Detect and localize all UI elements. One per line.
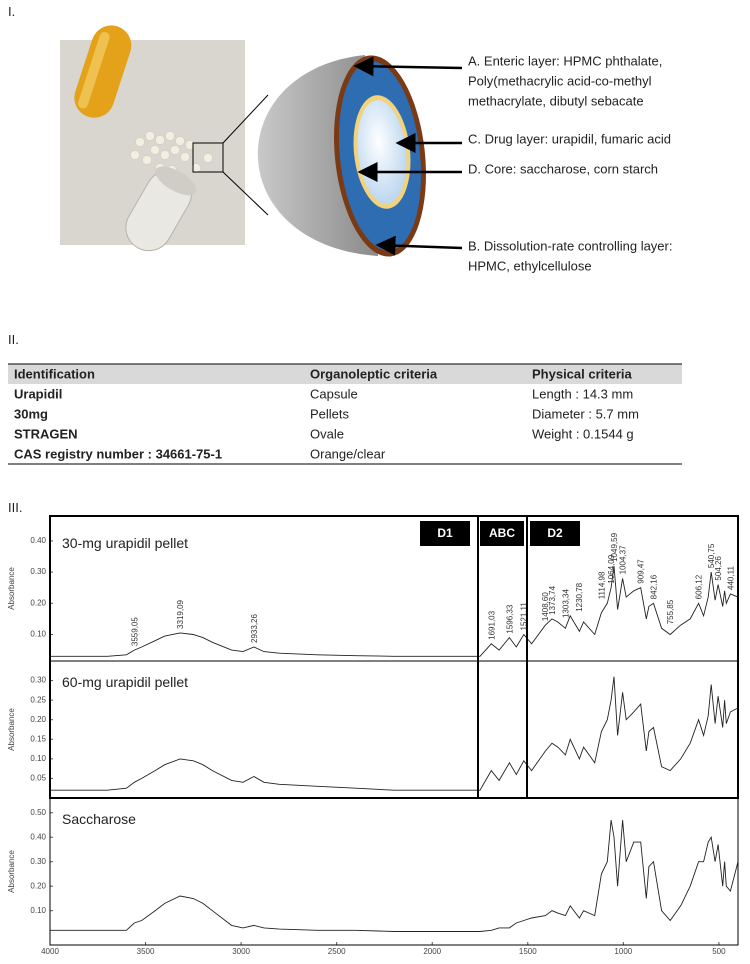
table-cell: CAS registry number : 34661-75-1 — [14, 446, 222, 461]
peak-label: 1596,33 — [505, 604, 514, 633]
peak-label: 504,26 — [714, 556, 723, 581]
y-tick-label: 0.10 — [30, 630, 46, 639]
table-cell: STRAGEN — [14, 426, 78, 441]
table-cell: Diameter : 5.7 mm — [532, 406, 639, 421]
peak-label: 1230,78 — [575, 582, 584, 611]
peak-label: 606,12 — [695, 574, 704, 599]
annotation: Poly(methacrylic acid-co-methyl — [468, 73, 652, 88]
table-cell: Weight : 0.1544 g — [532, 426, 634, 441]
table-cell: 30mg — [14, 406, 48, 421]
x-tick-label: 2000 — [423, 947, 441, 956]
panel-label: II. — [8, 332, 19, 347]
region-label: D2 — [547, 526, 563, 540]
table-header: Physical criteria — [532, 366, 632, 381]
capsule-photo — [60, 25, 245, 252]
panel-label: I. — [8, 4, 15, 19]
y-axis-label: Absorbance — [7, 850, 16, 893]
region-label-bg — [530, 521, 580, 546]
y-tick-label: 0.20 — [30, 715, 46, 724]
peak-label: 1521,11 — [520, 602, 529, 631]
annotation: HPMC, ethylcellulose — [468, 258, 592, 273]
y-tick-label: 0.30 — [30, 567, 46, 576]
peak-label: 540,75 — [707, 543, 716, 568]
chart-title: 30-mg urapidil pellet — [62, 535, 188, 551]
y-tick-label: 0.05 — [30, 774, 46, 783]
table-cell: Capsule — [310, 386, 358, 401]
table-cell: Length : 14.3 mm — [532, 386, 633, 401]
pellet-diagram — [257, 55, 426, 257]
y-axis-label: Absorbance — [7, 567, 16, 610]
peak-label: 1004,37 — [618, 545, 627, 574]
annotations: A. Enteric layer: HPMC phthalate, Poly(me… — [468, 53, 672, 273]
y-tick-label: 0.30 — [30, 676, 46, 685]
table-header: Identification — [14, 366, 95, 381]
y-tick-label: 0.20 — [30, 598, 46, 607]
x-tick-label: 500 — [712, 947, 726, 956]
annotation: C. Drug layer: urapidil, fumaric acid — [468, 131, 671, 146]
y-tick-label: 0.15 — [30, 734, 46, 743]
peak-label: 1064,09 — [607, 554, 616, 583]
region-label-bg — [480, 521, 524, 546]
chart-title: 60-mg urapidil pellet — [62, 674, 188, 690]
annotation: B. Dissolution-rate controlling layer: — [468, 238, 672, 253]
peak-label: 1408,60 — [541, 592, 550, 621]
table-cell: Ovale — [310, 426, 344, 441]
region-label-bg — [420, 521, 470, 546]
y-tick-label: 0.40 — [30, 536, 46, 545]
peak-label: 1049,59 — [610, 532, 619, 561]
annotation: D. Core: saccharose, corn starch — [468, 161, 658, 176]
y-tick-label: 0.50 — [30, 808, 46, 817]
peak-label: 755,85 — [666, 599, 675, 624]
table: Identification Organoleptic criteria Physi… — [8, 363, 682, 465]
x-tick-label: 1500 — [519, 947, 537, 956]
peak-label: 440,11 — [726, 566, 735, 590]
x-tick-label: 4000 — [41, 947, 59, 956]
region-labels: D1 ABC D2 — [420, 521, 580, 546]
x-tick-label: 1000 — [614, 947, 632, 956]
x-tick-label: 2500 — [328, 947, 346, 956]
table-header: Organoleptic criteria — [310, 366, 438, 381]
y-tick-label: 0.10 — [30, 906, 46, 915]
peak-label: 2933,26 — [250, 613, 259, 642]
peak-label: 1691,03 — [487, 610, 496, 639]
spectrum-line — [50, 565, 739, 657]
spectra: 30-mg urapidil pellet Absorbance 0.10 0.20 0… — [7, 532, 739, 956]
peak-label: 842,16 — [649, 574, 658, 599]
peak-label: 3559,05 — [130, 617, 139, 646]
y-tick-label: 0.40 — [30, 832, 46, 841]
region-frames — [49, 515, 739, 946]
panel-label: III. — [8, 500, 22, 515]
peak-label: 1373,74 — [548, 585, 557, 614]
region-label: ABC — [489, 526, 515, 540]
y-axis-label: Absorbance — [7, 708, 16, 751]
peak-label: 1303,34 — [561, 589, 570, 618]
table-cell: Urapidil — [14, 386, 62, 401]
chart-title: Saccharose — [62, 811, 136, 827]
zoom-lines — [222, 94, 269, 216]
x-tick-label: 3500 — [137, 947, 155, 956]
y-tick-label: 0.30 — [30, 857, 46, 866]
table-header-bg — [8, 364, 682, 384]
annotation: methacrylate, dibutyl sebacate — [468, 93, 644, 108]
region-label: D1 — [437, 526, 453, 540]
spectrum-line — [50, 676, 739, 791]
y-tick-label: 0.20 — [30, 881, 46, 890]
spectrum-line — [50, 820, 739, 932]
table-cell: Orange/clear — [310, 446, 386, 461]
x-tick-label: 3000 — [232, 947, 250, 956]
table-cell: Pellets — [310, 406, 350, 421]
annotation: A. Enteric layer: HPMC phthalate, — [468, 53, 662, 68]
peak-label: 909,47 — [637, 559, 646, 584]
peak-label: 3319,09 — [176, 599, 185, 628]
peak-label: 1114,98 — [597, 571, 606, 599]
y-tick-label: 0.25 — [30, 695, 46, 704]
arrows — [353, 56, 463, 256]
y-tick-label: 0.10 — [30, 754, 46, 763]
